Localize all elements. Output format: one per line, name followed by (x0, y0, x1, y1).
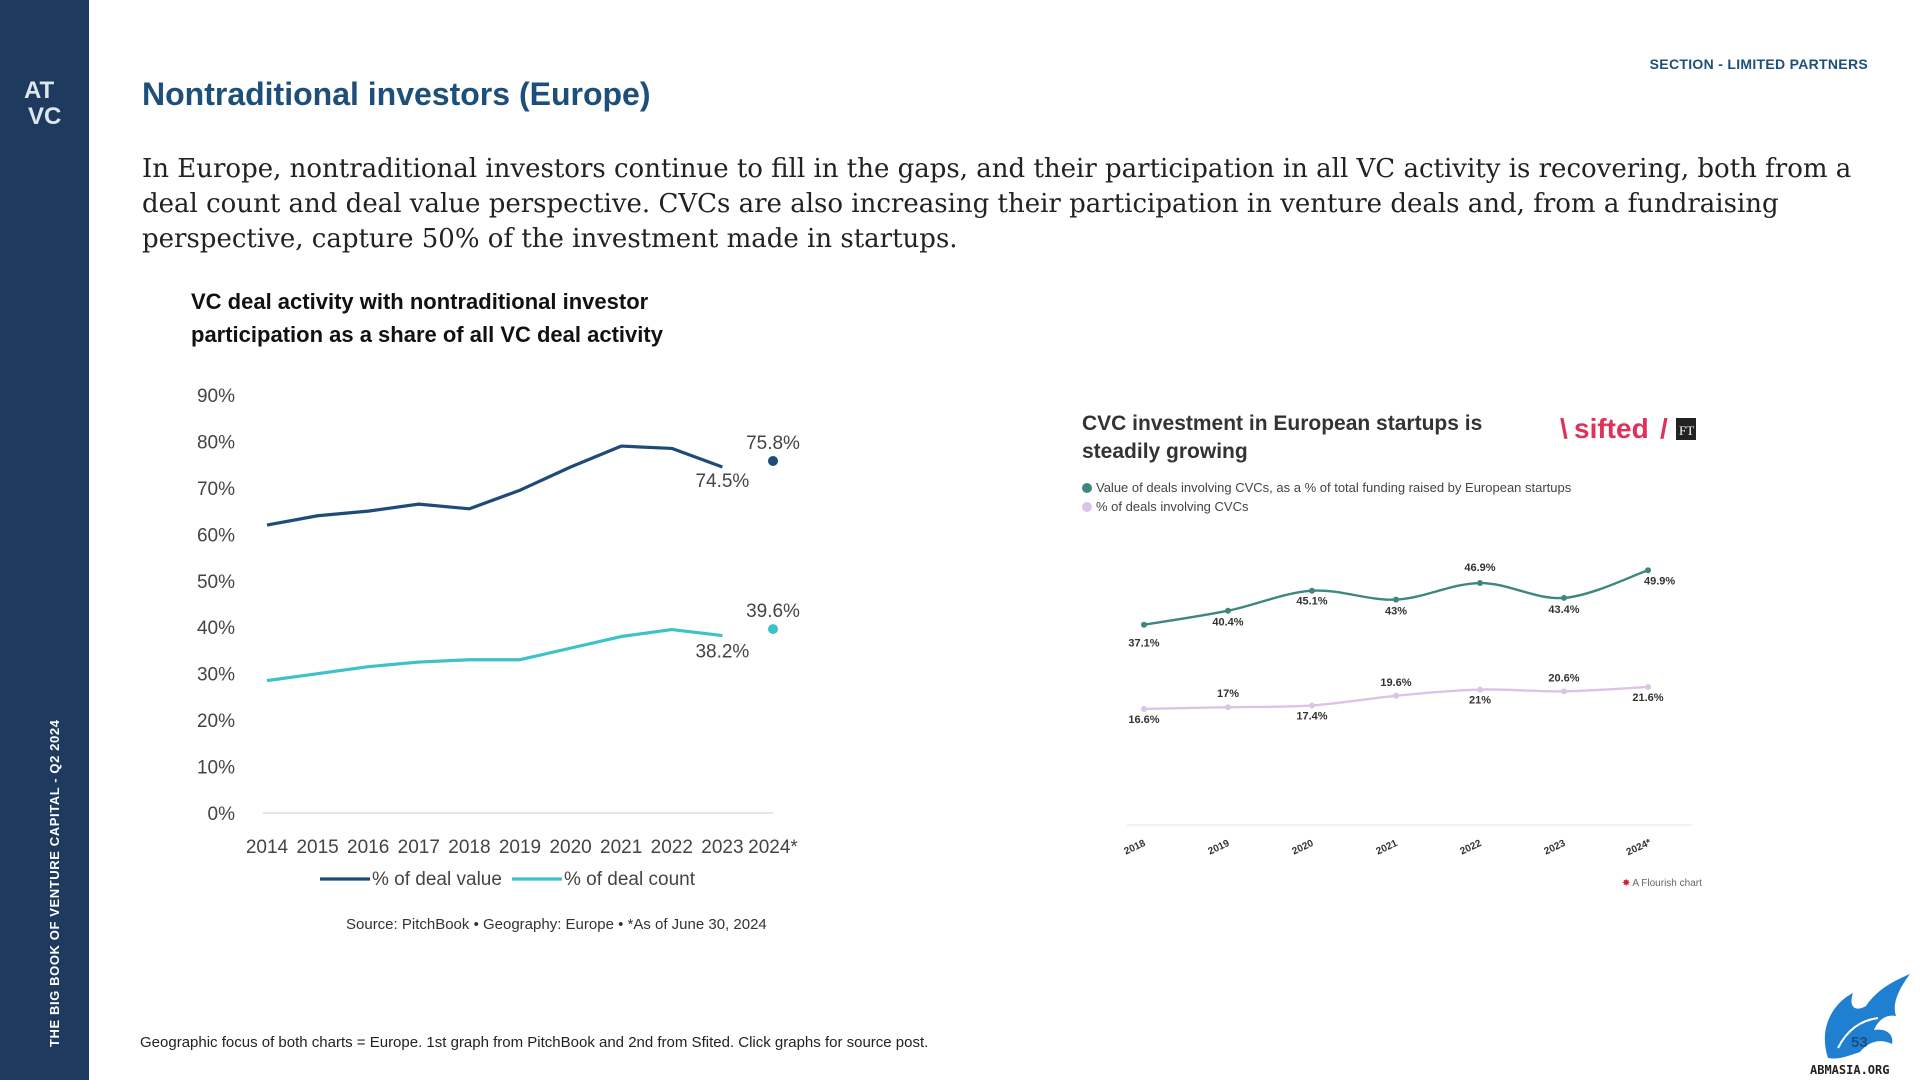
chart1-y-tick-label: 60% (197, 525, 235, 546)
chart2-point (1645, 683, 1651, 690)
sifted-ft-logo: \ sifted / FT (1560, 413, 1696, 444)
chart1-x-tick-label: 2021 (600, 837, 642, 858)
chart1-data-label: 75.8% (746, 433, 800, 454)
chart1-legend-label: % of deal count (564, 869, 696, 890)
chart2-point (1141, 705, 1147, 712)
chart1-legend-label: % of deal value (372, 869, 502, 890)
chart2-point (1477, 580, 1483, 587)
chart2-point (1309, 702, 1315, 709)
chart1-series-line (266, 444, 723, 527)
legend-label: % of deals involving CVCs (1096, 499, 1249, 514)
intro-paragraph: In Europe, nontraditional investors cont… (142, 154, 1852, 254)
chart2-x-tick-label: 2021 (1375, 838, 1400, 858)
chart1-data-label: 38.2% (695, 642, 749, 663)
chart2-data-label: 45.1% (1296, 596, 1327, 608)
chart2-plot: 2018 2019 2020 2021 2022 2023 2024* 37.1% 40.4% 4… (1123, 562, 1692, 858)
chart2-point (1393, 692, 1399, 699)
flourish-icon: ✸ (1622, 878, 1631, 889)
chart1-data-label: 74.5% (695, 471, 749, 492)
section-label: SECTION - LIMITED PARTNERS (1649, 56, 1868, 72)
chart1-y-tick-label: 10% (197, 758, 235, 779)
chart2-data-label: 40.4% (1212, 617, 1243, 629)
chart2-legend-item-value: Value of deals involving CVCs, as a % of… (1082, 478, 1571, 497)
chart1-title: VC deal activity with nontraditional inv… (191, 289, 663, 347)
chart2-data-label: 49.9% (1644, 575, 1675, 587)
chart2-x-tick-label: 2022 (1459, 838, 1484, 858)
chart2-point (1309, 587, 1315, 594)
chart1-x-tick-label: 2016 (347, 837, 389, 858)
chart1-x-tick-label: 2014 (246, 837, 289, 858)
chart1-x-tick-label: 2018 (448, 837, 490, 858)
chart1-point-2024 (768, 455, 778, 466)
legend-label: Value of deals involving CVCs, as a % of… (1096, 480, 1572, 495)
chart1-y-tick-label: 40% (197, 618, 235, 639)
footnote: Geographic focus of both charts = Europe… (140, 1034, 929, 1051)
chart2-x-tick-label: 2020 (1291, 838, 1316, 858)
chart2-data-label: 43.4% (1548, 604, 1579, 616)
svg-text:VC: VC (28, 103, 61, 130)
svg-text:\: \ (1560, 413, 1568, 444)
chart1-point-2024 (768, 624, 778, 635)
chart1-x-tick-label: 2015 (296, 837, 338, 858)
chart2-data-label: 17.4% (1296, 710, 1327, 722)
sifted-brand-text: sifted (1574, 413, 1649, 444)
chart1-y-tick-label: 80% (197, 432, 235, 453)
chart1-y-tick-label: 20% (197, 711, 235, 732)
chart2-x-tick-label: 2024* (1625, 837, 1653, 858)
chart2-point (1561, 688, 1567, 695)
sidebar: AT VC THE BIG BOOK OF VENTURE CAPITAL - … (0, 0, 89, 1080)
chart1-y-tick-label: 50% (197, 572, 235, 593)
chart2-data-label: 21% (1469, 695, 1491, 707)
chart1-data-label: 39.6% (746, 601, 800, 622)
chart2-data-label: 21.6% (1632, 692, 1663, 704)
chart2-legend: Value of deals involving CVCs, as a % of… (1082, 478, 1571, 516)
chart2-data-label: 17% (1217, 688, 1239, 700)
chart2-point (1225, 607, 1231, 614)
chart1-source: Source: PitchBook • Geography: Europe • … (346, 916, 767, 933)
page-title: Nontraditional investors (Europe) (142, 76, 651, 112)
chart2-title: CVC investment in European startups is s… (1082, 412, 1483, 463)
chart1-x-tick-label: 2017 (398, 837, 440, 858)
chart1-x-tick-label: 2019 (499, 837, 541, 858)
chart2-x-tick-label: 2023 (1543, 838, 1568, 858)
watermark-text: ABMASIA.ORG (1810, 1063, 1889, 1077)
chart2-data-label: 19.6% (1380, 677, 1411, 689)
chart2-point (1561, 594, 1567, 601)
chart2-data-label: 16.6% (1128, 714, 1159, 726)
chart2-point (1645, 567, 1651, 574)
chart2-x-tick-label: 2018 (1123, 838, 1148, 858)
chart1-pitchbook[interactable]: 0% 10% 20% 30% 40% 50% 60% 70% 80% 90% 2014 2015 201… (185, 372, 825, 912)
svg-text:FT: FT (1679, 423, 1694, 438)
chart1-x-tick-label: 2023 (701, 837, 743, 858)
page-number: 53 (1851, 1034, 1868, 1051)
flourish-credit[interactable]: ✸ A Flourish chart (1622, 878, 1702, 889)
chart1-series-line (266, 627, 723, 683)
report-title-vertical: THE BIG BOOK OF VENTURE CAPITAL - Q2 202… (47, 719, 62, 1048)
flourish-credit-text: A Flourish chart (1632, 878, 1702, 889)
chart2-data-label: 43% (1385, 606, 1407, 618)
chart2-x-tick-label: 2019 (1207, 838, 1232, 858)
chart1-y-tick-label: 30% (197, 665, 235, 686)
svg-text:AT: AT (24, 77, 55, 104)
abmasia-bird-logo[interactable]: ABMASIA.ORG (1808, 968, 1918, 1078)
chart2-data-label: 37.1% (1128, 638, 1159, 650)
chart2-data-label: 46.9% (1464, 562, 1495, 574)
atvc-logo[interactable]: AT VC (22, 74, 68, 130)
chart2-point (1225, 704, 1231, 711)
chart1-y-tick-label: 0% (208, 804, 236, 825)
chart1-y-tick-label: 70% (197, 479, 235, 500)
chart2-point (1477, 686, 1483, 693)
chart1-x-tick-label: 2024* (748, 837, 798, 858)
chart1-x-tick-label: 2020 (549, 837, 591, 858)
chart2-point (1393, 596, 1399, 603)
svg-text:/: / (1660, 413, 1668, 444)
chart1-y-tick-label: 90% (197, 386, 235, 407)
chart1-x-tick-label: 2022 (651, 837, 693, 858)
chart2-data-label: 20.6% (1548, 672, 1579, 684)
chart2-sifted-card[interactable]: CVC investment in European startups is s… (1072, 400, 1712, 900)
chart2-legend-item-count: % of deals involving CVCs (1082, 497, 1571, 516)
chart2-point (1141, 621, 1147, 628)
